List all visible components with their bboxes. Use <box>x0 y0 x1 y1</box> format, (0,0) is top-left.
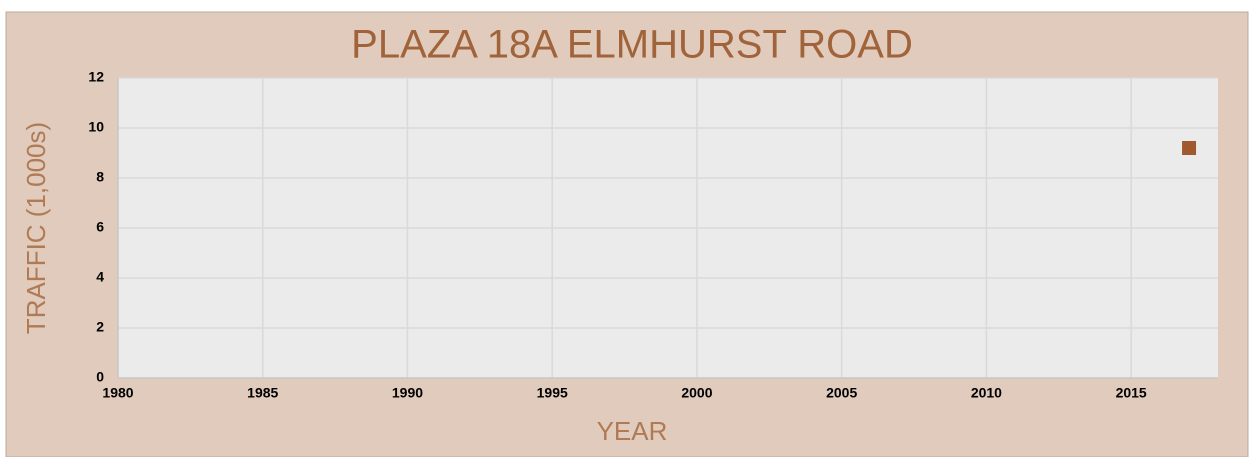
y-tick-label: 10 <box>88 119 104 135</box>
y-axis-label: TRAFFIC (1,000s) <box>21 122 51 334</box>
x-tick-label: 2015 <box>1116 385 1147 401</box>
x-tick-label: 1995 <box>537 385 568 401</box>
x-axis-label: YEAR <box>597 416 668 446</box>
y-tick-label: 8 <box>96 169 104 185</box>
x-tick-label: 2000 <box>681 385 712 401</box>
y-tick-label: 12 <box>88 69 104 85</box>
y-tick-label: 6 <box>96 219 104 235</box>
y-tick-label: 0 <box>96 369 104 385</box>
x-tick-label: 1990 <box>392 385 423 401</box>
x-tick-label: 2010 <box>971 385 1002 401</box>
x-tick-label: 1980 <box>102 385 133 401</box>
y-tick-label: 2 <box>96 319 104 335</box>
y-tick-label: 4 <box>96 269 104 285</box>
x-tick-label: 1985 <box>247 385 278 401</box>
x-tick-label: 2005 <box>826 385 857 401</box>
marker <box>1182 141 1197 155</box>
chart-title: PLAZA 18A ELMHURST ROAD <box>351 23 913 67</box>
